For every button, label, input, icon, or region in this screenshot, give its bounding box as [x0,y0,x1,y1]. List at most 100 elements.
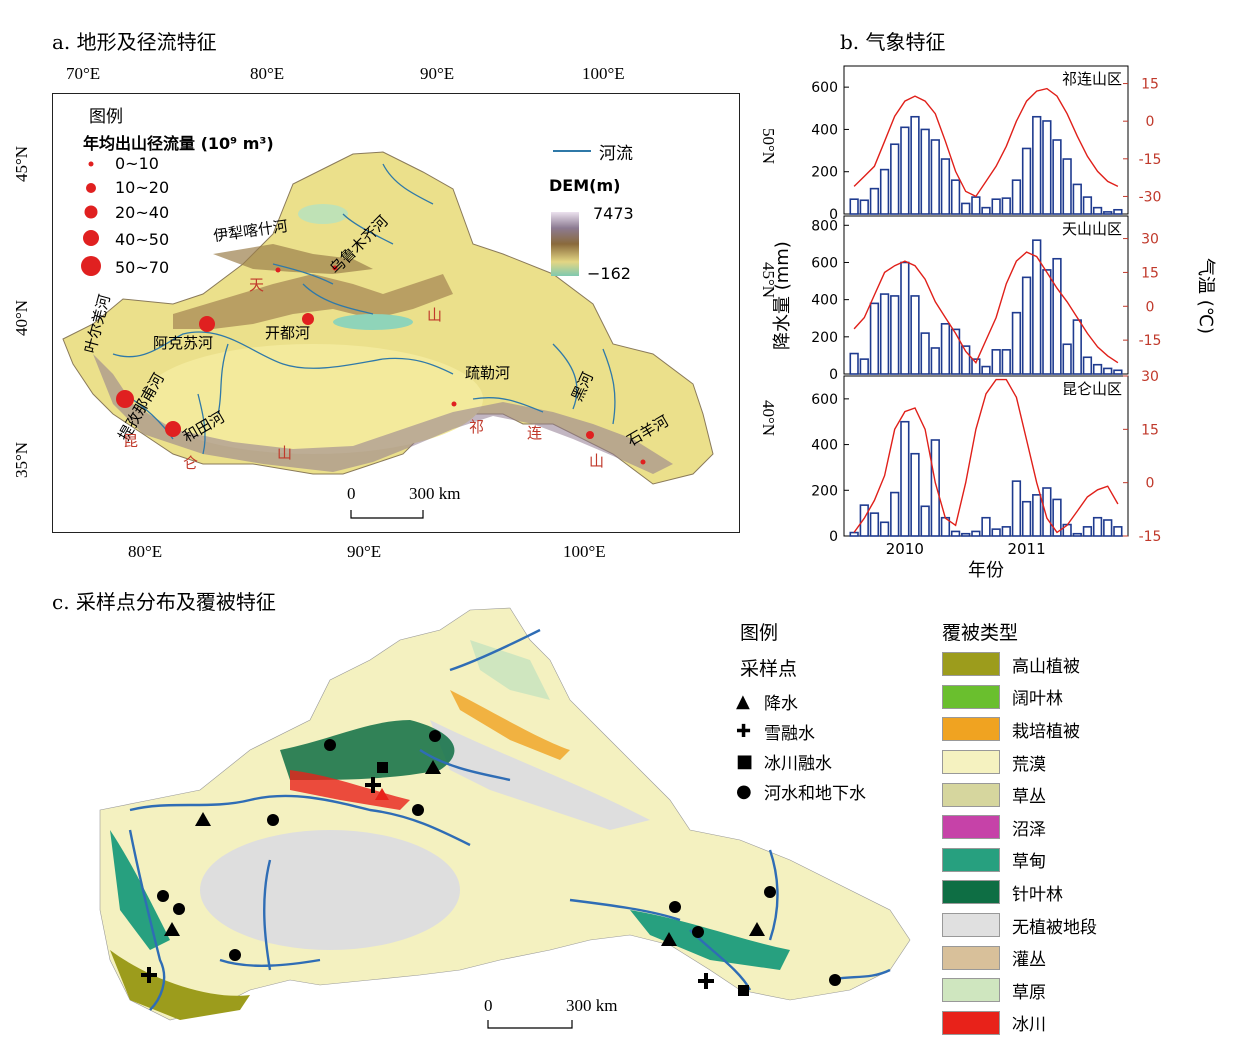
precipitation-bar [879,293,890,375]
runoff-dot [165,421,181,437]
sample-type-label: 雪融水 [764,723,815,744]
snowmelt-point [141,967,157,983]
y2-tick-label: -15 [1139,152,1162,168]
precipitation-bar [890,491,900,537]
precipitation-bar [971,358,981,375]
scale-zero-label: 0 [347,484,356,503]
x-tick-label: 2011 [1007,540,1045,558]
precipitation-bar [930,139,940,215]
runoff-dot [199,316,215,332]
weather-chart: 0 200 400 600 -30 -15 0 15 祁连山区 0 200 400 600 800 -15 0… [811,65,1162,558]
scale-length-label-c: 300 km [566,996,618,1015]
precipitation-bar [961,532,971,537]
precipitation-bar [1052,257,1062,375]
y2-tick-label: 30 [1141,232,1159,248]
precipitation-bar [1011,179,1022,215]
precipitation-bar [1062,343,1072,375]
mountain-label: 祁 [469,418,485,436]
top-lon-tick: 100°E [582,64,625,83]
precipitation-bar [849,198,859,215]
mountain-label: 连 [527,424,543,442]
cover-label: 草甸 [1012,852,1046,873]
snowmelt-point [698,973,714,989]
temperature-line [853,87,1119,198]
runoff-dot [640,459,646,465]
river-groundwater-point [267,814,279,826]
scale-zero-label-c: 0 [484,996,493,1015]
left-lat-tick: 45°N [12,145,31,182]
y-tick-label: 200 [811,165,838,181]
dem-min-label: −162 [587,264,631,283]
precipitation-bar [1021,500,1032,537]
top-lon-tick: 70°E [66,64,101,83]
cover-legend-item: 草原 [942,974,1097,1007]
runoff-class-label: 10~20 [115,178,170,197]
scale-bar-c [487,1020,573,1029]
cover-swatch [942,717,1000,742]
mountain-label: 山 [589,452,605,470]
precipitation-bar [1021,276,1032,375]
cover-label: 沼泽 [1012,819,1046,840]
river-groundwater-point [412,804,424,816]
precipitation-bar [950,530,961,537]
subplot-title: 天山山区 [1062,220,1122,238]
precipitation-bar [930,439,940,537]
precipitation-bar [869,187,880,215]
cover-label: 栽培植被 [1012,721,1080,742]
y2-tick-label: 15 [1141,77,1159,93]
y2-tick-label: 0 [1146,476,1155,492]
precipitation-bar [849,531,859,537]
y-tick-label: 0 [829,207,838,223]
cover-swatch [942,750,1000,775]
precipitation-point [164,922,180,936]
precipitation-bar [920,128,930,215]
cover-swatch [942,652,1000,677]
y-tick-label: 200 [811,330,838,346]
y2-tick-label: -30 [1139,189,1162,205]
dem-max-label: 7473 [593,204,634,223]
precipitation-bar [981,206,991,215]
precipitation-bar [1092,516,1103,537]
cover-legend-item: 阔叶林 [942,681,1097,714]
precipitation-bar [1042,487,1052,537]
cover-legend-title: 覆被类型 [942,622,1019,644]
glacier-melt-point [738,985,749,996]
y-tick-label: 400 [811,293,838,309]
y-tick-label: 600 [811,80,838,96]
river-label: 开都河 [265,324,311,342]
precipitation-bar [1062,158,1072,215]
rivers-c [128,628,891,1011]
precipitation-bar [971,530,981,537]
precipitation-bar [879,521,890,537]
cover-label: 冰川 [1012,1015,1046,1036]
cover-legend-item: 草甸 [942,844,1097,877]
rivers [112,163,616,455]
river-groundwater-point [669,901,681,913]
river-groundwater-symbol: ● [736,780,752,802]
precipitation-bar [1082,196,1093,215]
precipitation-bar [1032,115,1042,215]
y-axis-left-title: 降水量 (mm) [772,241,793,350]
mountain-label: 山 [427,306,443,324]
cover-label: 灌丛 [1012,950,1046,971]
precipitation-bar [991,198,1001,215]
cover-legend-item: 沼泽 [942,811,1097,844]
dem-color-ramp [551,212,579,276]
runoff-class-label: 40~50 [115,230,170,249]
precipitation-bar [981,516,991,537]
precipitation-bar [849,352,859,375]
y-tick-label: 0 [829,529,838,545]
precipitation-bar [1042,269,1052,375]
sample-legend: ▲ 降水 ✚ 雪融水 ■ 冰川融水 ● 河水和地下水 [736,686,866,806]
precipitation-bar [1032,239,1042,375]
scale-bar [350,510,424,519]
panel-c-title: c. 采样点分布及覆被特征 [52,590,276,614]
river-legend-label: 河流 [599,144,633,164]
precipitation-bar [1052,498,1062,537]
cover-legend-item: 草丛 [942,778,1097,811]
top-lon-tick: 80°E [250,64,285,83]
cover-legend-item: 高山植被 [942,648,1097,681]
cover-legend-item: 冰川 [942,1007,1097,1040]
landcover-map [99,607,911,1021]
river-groundwater-point [324,739,336,751]
